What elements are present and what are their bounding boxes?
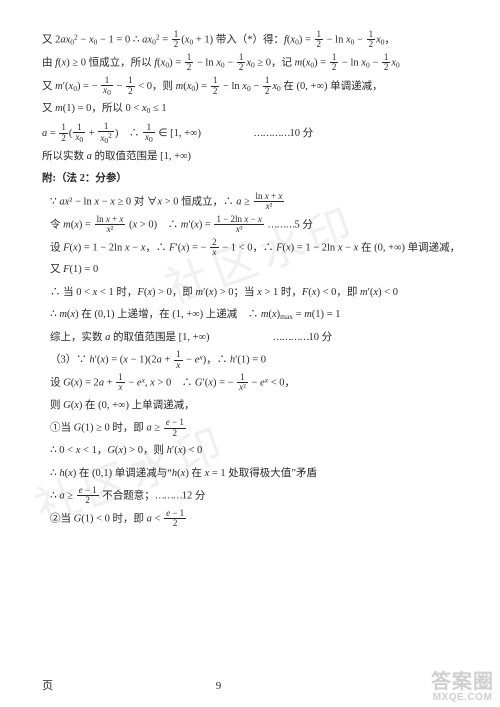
math-line: a = 12(1x0 + 1x02) ∴ 1x0 ∈ [1, +∞) …………1… bbox=[42, 122, 458, 145]
math-line: 设 F(x) = 1 − 2ln x − x，∴ F′(x) = − 2x − … bbox=[42, 238, 458, 259]
math-line: ∴ m(x) 在 (0,1) 上递增，在 (1, +∞) 上递减 ∴ m(x)m… bbox=[42, 305, 458, 325]
math-line: ∴ a ≥ e − 12 不合题意；………12 分 bbox=[42, 486, 458, 507]
math-line: ①当 G(1) ≥ 0 时，即 a ≥ e − 12 bbox=[42, 418, 458, 439]
site-logo: 答案圈 MXQE.COM bbox=[431, 672, 494, 703]
math-line: ∴ h(x) 在 (0,1) 单调递减与“h(x) 在 x = 1 处取得极大值… bbox=[42, 464, 458, 484]
math-line: 又 m′(x0) = − 1x0 − 12 < 0，则 m(x0) = 12 −… bbox=[42, 76, 458, 98]
math-line: 设 G(x) = 2a + 1x − ex, x > 0 ∴ G′(x) = −… bbox=[42, 373, 458, 394]
math-line: （3）∵ h′(x) = (x − 1)(2a + 1x − ex)，∴ h′(… bbox=[42, 350, 458, 371]
logo-text: 答案圈 bbox=[431, 672, 494, 692]
math-line: ②当 G(1) < 0 时，即 a < e − 12 bbox=[42, 509, 458, 530]
logo-url: MXQE.COM bbox=[431, 692, 494, 703]
math-line: ∴ 0 < x < 1，G(x) > 0，则 h′(x) < 0 bbox=[42, 441, 458, 461]
math-line: 由 f(x) ≥ 0 恒成立，所以 f(x0) = 12 − ln x0 − 1… bbox=[42, 53, 458, 74]
page-footer: 页 9 bbox=[42, 677, 458, 693]
math-line: 令 m(x) = ln x + xx² (x > 0) ∴ m′(x) = 1 … bbox=[42, 215, 458, 236]
math-line: 所以实数 a 的取值范围是 [1, +∞) bbox=[42, 147, 458, 167]
math-line: 综上，实数 a 的取值范围是 [1, +∞) …………10 分 bbox=[42, 328, 458, 348]
math-line: ∴ 当 0 < x < 1 时，F(x) > 0，即 m′(x) > 0；当 x… bbox=[42, 283, 458, 303]
page-content: 又 2ax02 − x0 − 1 = 0 ∴ ax02 = 12(x0 + 1)… bbox=[0, 0, 500, 552]
math-line: 又 2ax02 − x0 − 1 = 0 ∴ ax02 = 12(x0 + 1)… bbox=[42, 30, 458, 51]
math-line: 则 G(x) 在 (0, +∞) 上单调递减， bbox=[42, 396, 458, 416]
math-line: 附:（法 2：分参） bbox=[42, 169, 458, 189]
math-line: ∵ ax² − ln x − x ≥ 0 对 ∀x > 0 恒成立，∴ a ≥ … bbox=[42, 192, 458, 213]
footer-left: 页 bbox=[42, 677, 53, 693]
math-line: 又 F(1) = 0 bbox=[42, 260, 458, 280]
math-line: 又 m(1) = 0，所以 0 < x0 ≤ 1 bbox=[42, 99, 458, 119]
footer-page-number: 9 bbox=[216, 680, 222, 692]
